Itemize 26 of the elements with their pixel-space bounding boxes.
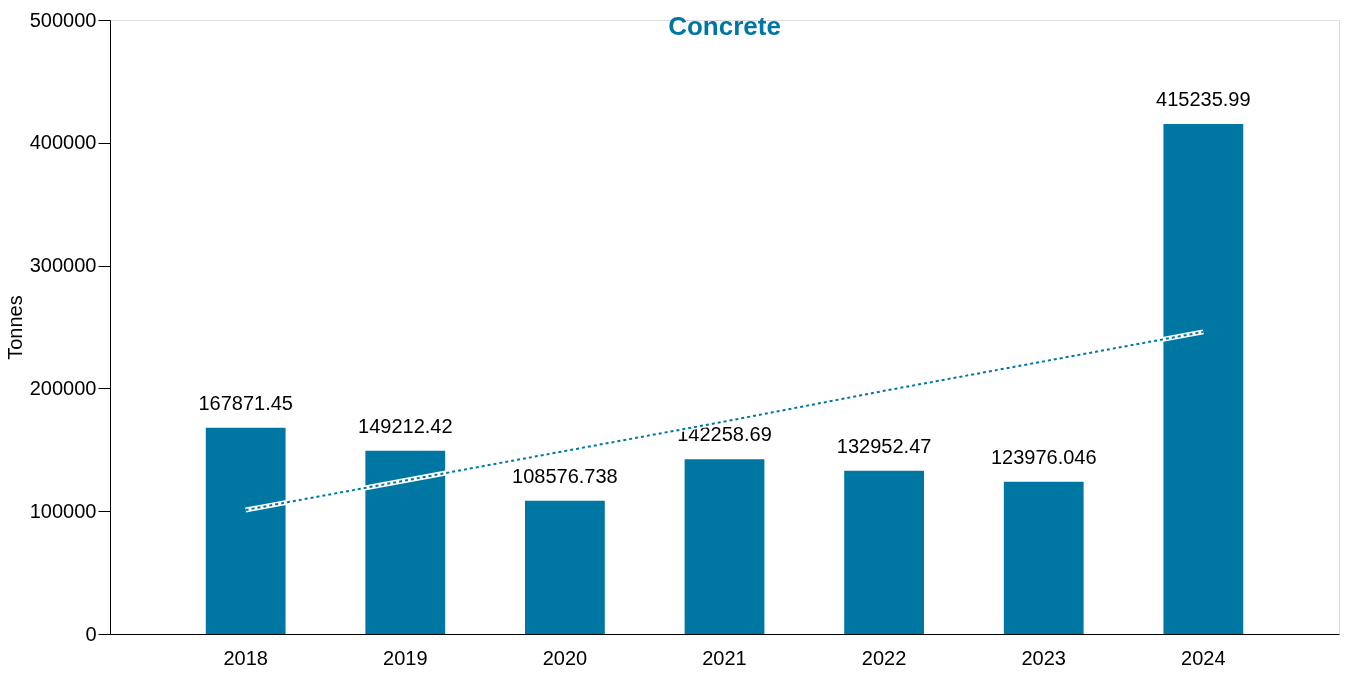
chart-title: Concrete <box>668 11 781 41</box>
bar <box>684 459 765 634</box>
bar <box>1003 481 1084 634</box>
y-tick-label: 200000 <box>29 376 97 399</box>
bar <box>844 470 925 634</box>
x-tick-label: 2019 <box>383 646 428 669</box>
x-tick-label: 2022 <box>861 646 907 669</box>
data-label: 149212.42 <box>358 414 453 437</box>
y-tick-label: 500000 <box>29 8 97 31</box>
data-label: 415235.99 <box>1156 88 1251 111</box>
y-tick-label: 100000 <box>29 499 97 522</box>
y-tick-label: 0 <box>85 622 97 645</box>
x-tick-label: 2024 <box>1181 646 1226 669</box>
data-label: 123976.046 <box>990 445 1097 468</box>
bar <box>524 500 605 634</box>
y-axis-title: Tonnes <box>3 295 26 360</box>
x-tick-label: 2021 <box>702 646 747 669</box>
data-label: 108576.738 <box>512 464 618 487</box>
x-tick-label: 2018 <box>223 646 268 669</box>
y-tick-label: 300000 <box>29 254 97 277</box>
data-label: 142258.69 <box>677 423 772 446</box>
x-tick-label: 2023 <box>1021 646 1066 669</box>
x-tick-label: 2020 <box>542 646 588 669</box>
data-label: 167871.45 <box>198 391 293 414</box>
data-label: 132952.47 <box>836 434 932 457</box>
y-tick-label: 400000 <box>29 131 97 154</box>
